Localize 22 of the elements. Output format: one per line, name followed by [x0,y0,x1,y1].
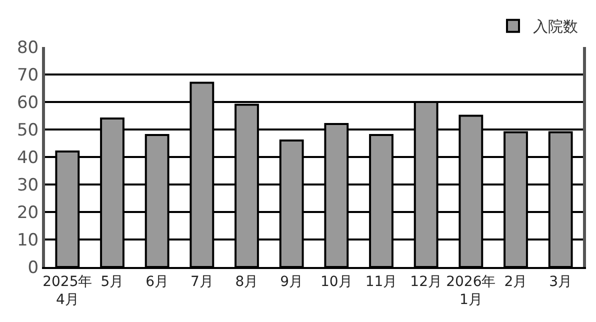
y-tick-label: 0 [28,258,39,278]
y-tick-label: 40 [16,148,39,168]
y-tick-label: 50 [16,120,39,140]
x-tick-label: 2025年 4月 [42,274,92,308]
x-tick-label: 9月 [280,274,304,290]
legend-label: 入院数 [533,18,578,36]
x-tick-label: 10月 [320,274,352,290]
y-tick-label: 30 [16,175,39,196]
x-tick-label: 7月 [190,274,214,290]
y-tick-label: 60 [16,92,39,113]
y-tick-label: 10 [16,230,39,250]
x-tick-label: 12月 [410,274,442,290]
x-tick-label: 3月 [549,274,572,290]
x-tick-label: 6月 [146,274,169,290]
x-tick-label: 2月 [504,274,528,290]
x-tick-label: 2026年 1月 [446,274,496,308]
x-tick-label: 5月 [100,274,124,290]
y-tick-label: 20 [16,202,39,223]
x-tick-label: 8月 [235,274,258,290]
y-tick-label: 70 [16,65,39,86]
x-tick-label: 11月 [365,274,398,290]
y-tick-label: 80 [16,38,39,58]
